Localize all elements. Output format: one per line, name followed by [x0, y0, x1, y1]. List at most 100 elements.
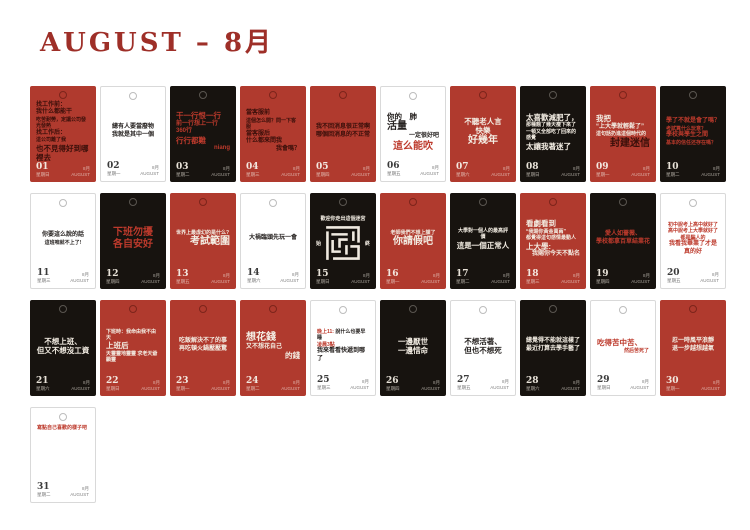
weekday-label: 星期二 — [246, 386, 260, 392]
day-card-09: 我把 “上大學就輕鬆了” 這句話扔進這個時代的 封建迷信 09 星期一 8月 AUGUST — [590, 86, 656, 182]
day-card-01: 找工作前： 我什么都能干 吃苦耐勞，定讓公司發光發熱 找工作后： 這公司離了我 也不見得好… — [30, 86, 96, 182]
day-number: 15 — [316, 269, 329, 280]
card-footer: 14 星期六 8月 AUGUST — [245, 269, 301, 285]
card-date: 10 星期二 — [666, 163, 680, 178]
card-footer: 02 星期一 8月 AUGUST — [105, 162, 161, 178]
card-footer: 20 星期五 8月 AUGUST — [665, 269, 721, 285]
card-footer: 16 星期一 8月 AUGUST — [384, 270, 442, 286]
card-line: 前一行想上一行 — [176, 120, 219, 127]
card-line: 這公司離了我 — [36, 137, 67, 144]
card-line: 的錢 — [285, 351, 300, 361]
card-footer: 13 星期五 8月 AUGUST — [174, 270, 232, 286]
card-line: 這班咱就不上了! — [44, 239, 82, 246]
hang-hole-icon — [129, 198, 137, 206]
card-footer: 10 星期二 8月 AUGUST — [664, 163, 722, 179]
card-text-block: 吃飯解決不了的事 再吃頓火鍋壓壓驚 — [174, 315, 232, 377]
card-footer: 11 星期三 8月 AUGUST — [35, 269, 91, 285]
card-footer: 15 星期日 8月 AUGUST — [314, 270, 372, 286]
card-line: 世界上最虛幻的是什么? — [176, 229, 230, 236]
card-text-block: 寫點自己喜歡的樣子吧 — [35, 423, 91, 483]
hang-hole-icon — [59, 305, 67, 313]
day-card-12: 下班勿擾 各自安好 12 星期四 8月 AUGUST — [100, 193, 166, 289]
card-text-block: 總覺得不能就這樣了 最近打算去學手藝了 — [524, 315, 582, 377]
day-card-13: 世界上最虛幻的是什么? 考試範圍 13 星期五 8月 AUGUST — [170, 193, 236, 289]
day-number: 10 — [666, 162, 679, 173]
month-caption: 8月 AUGUST — [140, 164, 159, 176]
day-number: 07 — [456, 162, 469, 173]
day-number: 31 — [37, 482, 50, 493]
card-footer: 09 星期一 8月 AUGUST — [594, 163, 652, 179]
month-caption: 8月 AUGUST — [141, 379, 160, 391]
day-number: 17 — [456, 269, 469, 280]
card-text-block: 吃得苦中苦、 然后苦死了 — [595, 316, 651, 376]
card-date: 27 星期五 — [457, 376, 471, 391]
hang-hole-icon — [479, 306, 487, 314]
hang-hole-icon — [409, 92, 417, 100]
card-line: 高中說考上大學就好了 — [667, 228, 718, 235]
hang-hole-icon — [689, 305, 697, 313]
card-date: 05 星期四 — [316, 163, 330, 178]
weekday-label: 星期二 — [37, 492, 51, 498]
card-line: 老師我們不想上課了 — [390, 229, 436, 236]
weekday-label: 星期三 — [526, 279, 540, 285]
card-footer: 17 星期二 8月 AUGUST — [454, 270, 512, 286]
card-line: 哪個回消息的不正常 — [316, 132, 371, 139]
card-date: 25 星期三 — [317, 376, 331, 391]
day-card-28: 總覺得不能就這樣了 最近打算去學手藝了 28 星期六 8月 AUGUST — [520, 300, 586, 396]
day-card-18: 看劇看到 “我賜你黃金萬兩” 都覺得這句感情最動人 上大學: 我賜你今天不點名 18 星期三… — [520, 193, 586, 289]
day-number: 23 — [176, 376, 189, 387]
card-text-block: 我把 “上大學就輕鬆了” 這句話扔進這個時代的 封建迷信 — [594, 101, 652, 163]
weekday-label: 星期四 — [596, 279, 610, 285]
day-number: 14 — [247, 268, 260, 279]
month-caption: 8月 AUGUST — [701, 379, 720, 391]
card-line: 找工作前： — [36, 101, 67, 108]
card-date: 06 星期五 — [387, 162, 401, 177]
card-line: 不想上班、 — [44, 336, 82, 346]
card-date: 24 星期二 — [246, 377, 260, 392]
month-caption: 8月 AUGUST — [631, 165, 650, 177]
card-line: 你請假吧 — [393, 236, 433, 248]
day-card-07: 不聽老人言 快樂 好幾年 07 星期六 8月 AUGUST — [450, 86, 516, 182]
card-date: 19 星期四 — [596, 270, 610, 285]
card-line: 上班后 — [106, 341, 129, 351]
card-line: 總覺得不能就這樣了 — [526, 338, 581, 345]
card-footer: 19 星期四 8月 AUGUST — [594, 270, 652, 286]
card-text-block: 總有人要當廢物 我就是其中一個 — [105, 102, 161, 162]
weekday-label: 星期四 — [316, 172, 330, 178]
card-line: 退一步越想越氣 — [671, 346, 714, 353]
hang-hole-icon — [59, 91, 67, 99]
card-line: 找工作后： — [36, 129, 67, 136]
card-footer: 29 星期日 8月 AUGUST — [595, 376, 651, 392]
weekday-label: 星期五 — [457, 385, 471, 391]
month-caption: 8月 AUGUST — [70, 485, 89, 497]
card-footer: 05 星期四 8月 AUGUST — [314, 163, 372, 179]
hang-hole-icon — [689, 199, 697, 207]
card-line: 晚上11: 說什么也要早睡 — [317, 328, 366, 342]
day-number: 02 — [107, 161, 120, 172]
card-text-block: 當客服前 這個怎么開？問一下客服 當客服后 什么都來問我 我會嗎？ — [244, 101, 302, 163]
card-date: 29 星期日 — [597, 376, 611, 391]
card-line: 也不見得好到哪裡去 — [36, 143, 89, 163]
day-number: 18 — [526, 269, 539, 280]
card-line: 吃苦耐勞，定讓公司發光發熱 — [36, 116, 87, 130]
hang-hole-icon — [339, 91, 347, 99]
hang-hole-icon — [549, 198, 557, 206]
month-caption: 8月 AUGUST — [561, 379, 580, 391]
weekday-label: 星期一 — [176, 386, 190, 392]
card-date: 18 星期三 — [526, 270, 540, 285]
card-line: “上大學就輕鬆了” — [596, 123, 645, 130]
day-card-05: 我不回消息很正常啊 哪個回消息的不正常 05 星期四 8月 AUGUST — [310, 86, 376, 182]
card-line: niang — [214, 145, 230, 152]
card-line: 一邊厭世 — [398, 336, 428, 346]
hang-hole-icon — [409, 198, 417, 206]
card-line: 行行都難 — [176, 135, 206, 145]
card-line: 我什么都能干 — [36, 109, 73, 116]
hang-hole-icon — [619, 306, 627, 314]
day-card-11: 你要這么說的話 這班咱就不上了! 11 星期三 8月 AUGUST — [30, 193, 96, 289]
day-card-19: 愛人如薔薇、 學校都拿百草結業花 19 星期四 8月 AUGUST — [590, 193, 656, 289]
card-line: 那種餓了幾天瘦下來了 — [526, 122, 577, 129]
card-line: 學校與學生之間 — [666, 132, 709, 139]
card-date: 11 星期三 — [37, 269, 51, 284]
card-line: 凌晨3點 — [317, 341, 335, 348]
